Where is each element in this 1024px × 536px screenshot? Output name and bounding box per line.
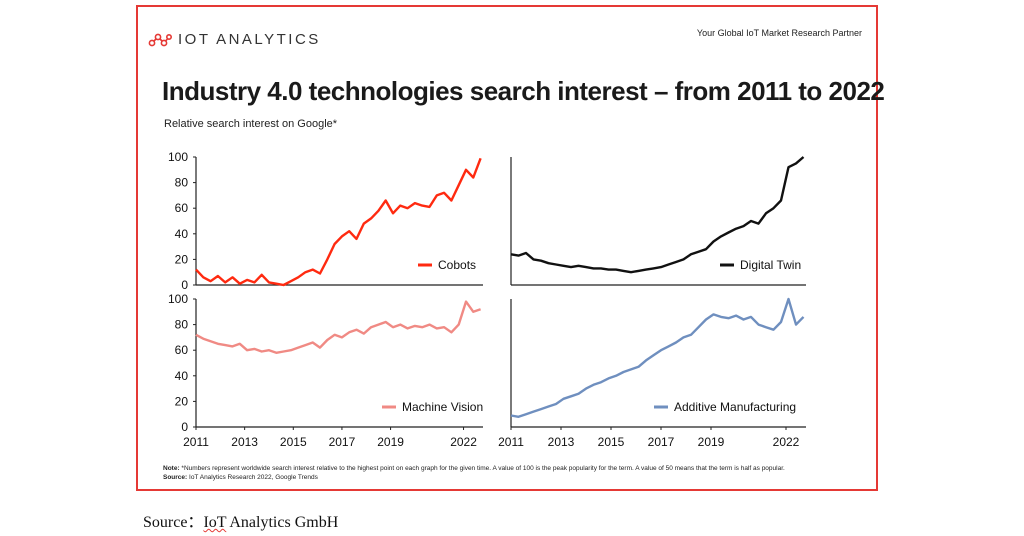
x-tick-label: 2015 [280,435,307,449]
legend-label: Machine Vision [402,400,483,414]
y-tick-label: 100 [168,292,188,306]
series-line [510,297,805,418]
footnote: Note: *Numbers represent worldwide searc… [163,464,863,482]
note-text: *Numbers represent worldwide search inte… [181,465,785,472]
legend-label: Cobots [438,258,476,272]
x-tick-label: 2017 [648,435,675,449]
y-tick-label: 0 [181,420,188,434]
y-tick-label: 40 [175,227,189,241]
x-tick-label: 2022 [450,435,477,449]
y-tick-label: 20 [175,252,189,266]
source-line: Source: IoT Analytics Research 2022, Goo… [163,473,863,482]
series-line [510,156,805,274]
note-label: Note: [163,465,180,472]
caption-rest: Analytics GmbH [226,514,339,531]
x-tick-label: 2019 [698,435,725,449]
y-tick-label: 60 [175,201,189,215]
legend-label: Digital Twin [740,258,801,272]
y-tick-label: 80 [175,318,189,332]
x-tick-label: 2011 [183,435,209,449]
x-tick-label: 2013 [231,435,258,449]
y-tick-label: 20 [175,394,189,408]
caption-prefix: Source： [143,514,204,531]
report-frame [136,5,878,491]
legend-label: Additive Manufacturing [674,400,796,414]
y-tick-label: 0 [181,278,188,292]
source-caption: Source：IoT Analytics GmbH [143,508,338,532]
y-tick-label: 100 [168,150,188,164]
x-tick-label: 2019 [377,435,404,449]
x-tick-label: 2011 [498,435,524,449]
source-label: Source: [163,474,188,481]
network-nodes-icon [148,33,172,46]
source-text: IoT Analytics Research 2022, Google Tren… [189,474,318,481]
logo: IOT ANALYTICS [148,31,321,48]
series-line [195,300,482,354]
y-tick-label: 40 [175,369,189,383]
x-tick-label: 2017 [329,435,356,449]
x-tick-label: 2013 [548,435,575,449]
y-tick-label: 60 [175,343,189,357]
page-title: Industry 4.0 technologies search interes… [162,76,885,106]
series-line [195,157,482,287]
tagline: Your Global IoT Market Research Partner [696,28,862,38]
chart-subtitle: Relative search interest on Google* [164,118,338,130]
note-line: Note: *Numbers represent worldwide searc… [163,464,863,473]
y-tick-label: 80 [175,176,189,190]
logo-text: IOT ANALYTICS [178,31,321,48]
x-tick-label: 2015 [598,435,625,449]
x-tick-label: 2022 [773,435,800,449]
caption-underlined: IoT [203,514,227,531]
